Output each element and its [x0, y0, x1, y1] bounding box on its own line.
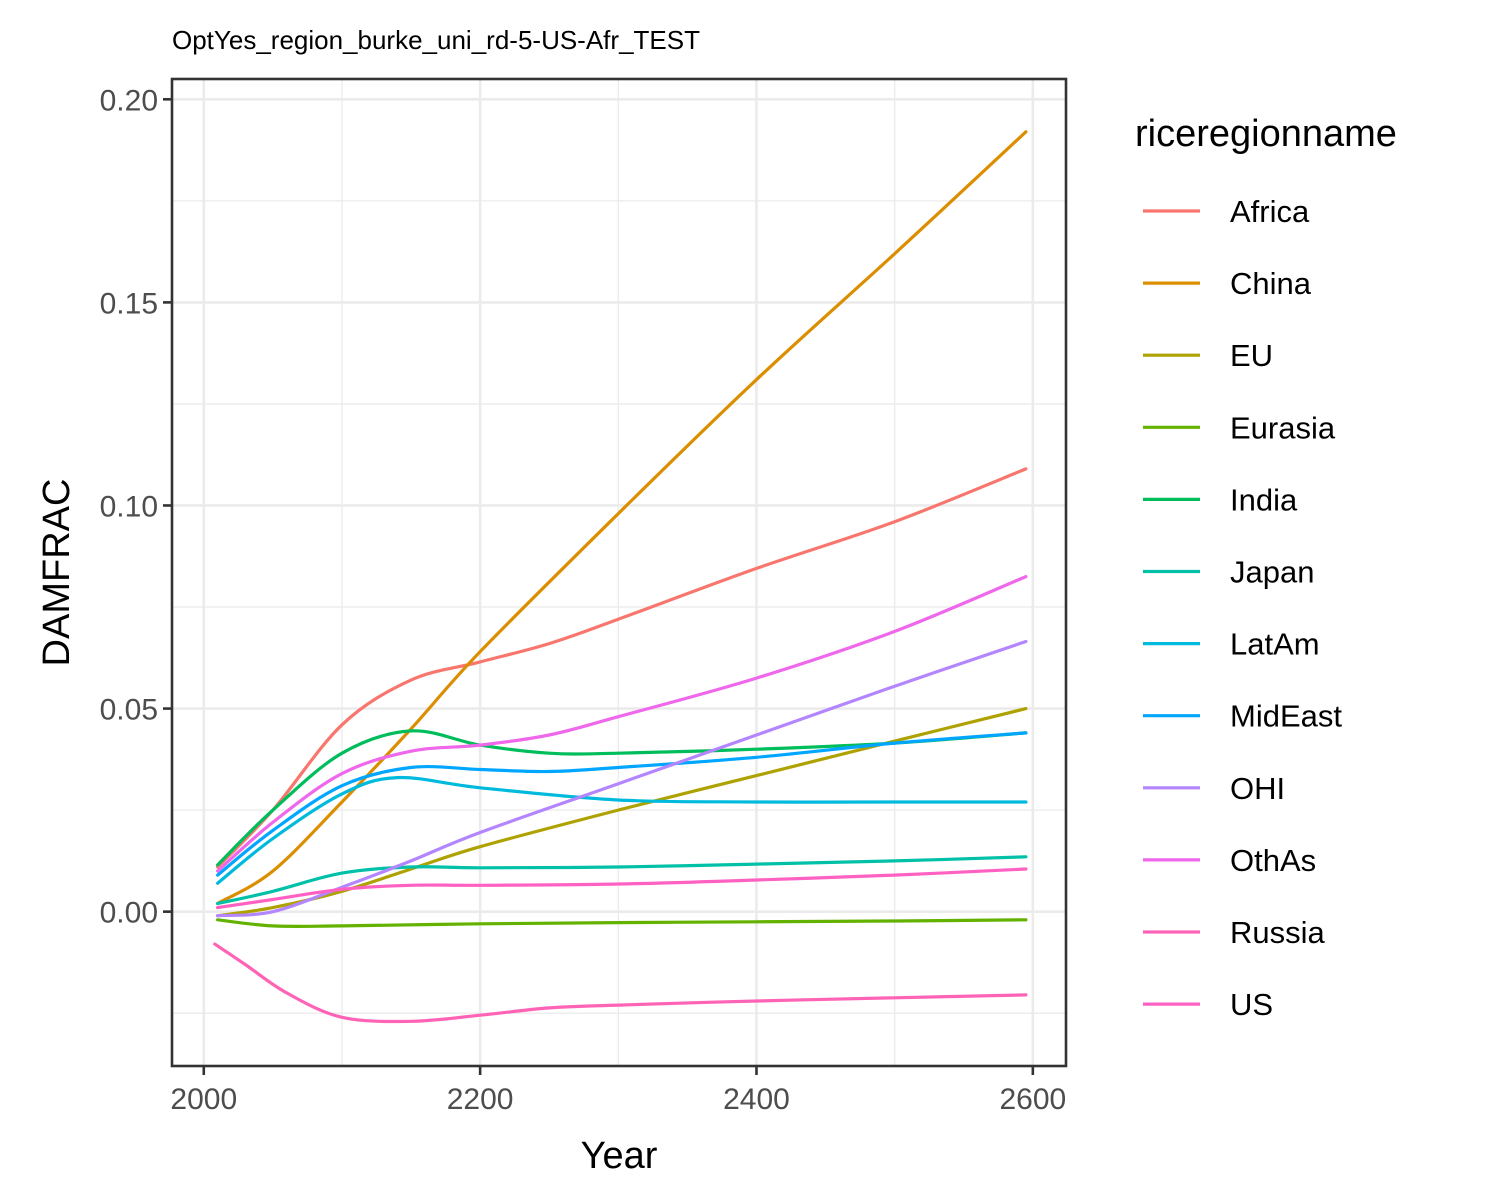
- panel-border: [170, 77, 1068, 1068]
- legend-label: India: [1230, 482, 1298, 517]
- legend-title: riceregionname: [1135, 113, 1397, 155]
- legend-item-china: China: [1143, 266, 1312, 301]
- legend-item-russia: Russia: [1143, 915, 1326, 950]
- legend-item-ohi: OHI: [1143, 771, 1285, 806]
- series-line-us: [216, 867, 1028, 910]
- legend-label: MidEast: [1230, 699, 1342, 734]
- legend-item-us: US: [1143, 987, 1273, 1022]
- grid: [172, 79, 1066, 1066]
- legend-label: EU: [1230, 338, 1273, 373]
- y-tick-label: 0.10: [100, 490, 158, 523]
- x-axis-title: Year: [581, 1135, 658, 1177]
- series-line-russia: [213, 942, 1028, 1024]
- y-tick-label: 0.20: [100, 84, 158, 117]
- legend-label: Russia: [1230, 915, 1326, 950]
- series-line-india: [216, 729, 1028, 867]
- series-line-africa: [216, 467, 1028, 869]
- legend-item-india: India: [1143, 482, 1298, 517]
- chart-title: OptYes_region_burke_uni_rd-5-US-Afr_TEST: [172, 25, 700, 55]
- legend-label: OthAs: [1230, 843, 1316, 878]
- series-line-eurasia: [216, 918, 1028, 929]
- series-line-othas: [216, 575, 1028, 873]
- legend-item-eu: EU: [1143, 338, 1273, 373]
- x-tick-label: 2000: [170, 1083, 237, 1116]
- legend-item-othas: OthAs: [1143, 843, 1316, 878]
- panel-background: [172, 79, 1066, 1066]
- legend-label: Eurasia: [1230, 410, 1336, 445]
- legend-label: LatAm: [1230, 627, 1320, 662]
- x-tick-label: 2600: [999, 1083, 1066, 1116]
- x-tick-label: 2200: [447, 1083, 514, 1116]
- legend-item-africa: Africa: [1143, 194, 1310, 229]
- y-tick-label: 0.00: [100, 897, 158, 930]
- axis-ticks: 2000 2200 2400 2600 0.00 0.05 0.10 0.15 0.20: [100, 84, 1067, 1116]
- y-axis-title: DAMFRAC: [36, 479, 78, 667]
- legend-label: US: [1230, 987, 1273, 1022]
- legend-label: Japan: [1230, 555, 1314, 590]
- x-tick-label: 2400: [723, 1083, 790, 1116]
- legend-item-japan: Japan: [1143, 555, 1314, 590]
- series-line-japan: [216, 855, 1028, 906]
- y-tick-label: 0.05: [100, 694, 158, 727]
- legend: Africa China EU Eurasia India Japan LatAm MidEa…: [1143, 194, 1342, 1022]
- series-line-latam: [216, 775, 1028, 885]
- legend-item-eurasia: Eurasia: [1143, 410, 1336, 445]
- legend-item-latam: LatAm: [1143, 627, 1320, 662]
- series-line-mideast: [216, 731, 1028, 877]
- series-line-ohi: [216, 639, 1028, 918]
- y-tick-label: 0.15: [100, 287, 158, 320]
- legend-label: OHI: [1230, 771, 1285, 806]
- series-lines: [213, 130, 1028, 1024]
- series-line-china: [216, 130, 1028, 906]
- legend-item-mideast: MidEast: [1143, 699, 1342, 734]
- legend-label: Africa: [1230, 194, 1310, 229]
- legend-label: China: [1230, 266, 1312, 301]
